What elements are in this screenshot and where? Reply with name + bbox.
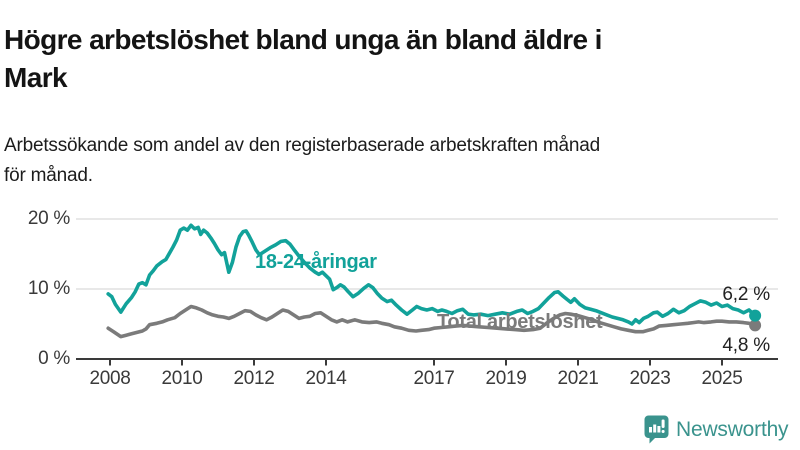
chart-subtitle: Arbetssökande som andel av den registerb…: [4, 131, 794, 191]
exclamation-glyph: [661, 419, 665, 433]
end-value-total: 4,8 %: [722, 335, 770, 356]
newsworthy-logo-text: Newsworthy: [676, 417, 789, 441]
newsworthy-bubble-icon: [644, 415, 669, 444]
series-line: [106, 223, 757, 326]
series-line: [106, 304, 757, 339]
y-axis-label: 10 %: [27, 278, 70, 299]
x-axis-label: 2023: [629, 368, 671, 389]
y-axis-label: 20 %: [27, 208, 70, 229]
series-label-total: Total arbetslöshet: [437, 311, 603, 333]
chart-subtitle-line2: för månad.: [4, 165, 93, 186]
newsworthy-logo: Newsworthy: [644, 415, 789, 444]
page-title-line1: Högre arbetslöshet bland unga än bland ä…: [4, 23, 602, 55]
chart-subtitle-line1: Arbetssökande som andel av den registerb…: [4, 135, 601, 156]
series-end-dot: [749, 309, 762, 322]
series-label-young: 18-24-åringar: [255, 251, 377, 273]
x-axis-label: 2014: [305, 368, 347, 389]
y-axis-label: 0 %: [38, 348, 70, 369]
x-axis-label: 2019: [485, 368, 527, 389]
series-end-dot: [749, 319, 762, 332]
x-axis-label: 2010: [161, 368, 203, 389]
x-axis-label: 2025: [701, 368, 743, 389]
x-axis-label: 2021: [557, 368, 599, 389]
x-axis-label: 2012: [233, 368, 275, 389]
end-value-young: 6,2 %: [722, 284, 770, 305]
page-title-line2: Mark: [4, 61, 68, 93]
x-axis-label: 2017: [413, 368, 455, 389]
x-axis-label: 2008: [89, 368, 131, 389]
page-title: Högre arbetslöshet bland unga än bland ä…: [4, 21, 784, 97]
bar-chart-glyph: [649, 424, 661, 433]
